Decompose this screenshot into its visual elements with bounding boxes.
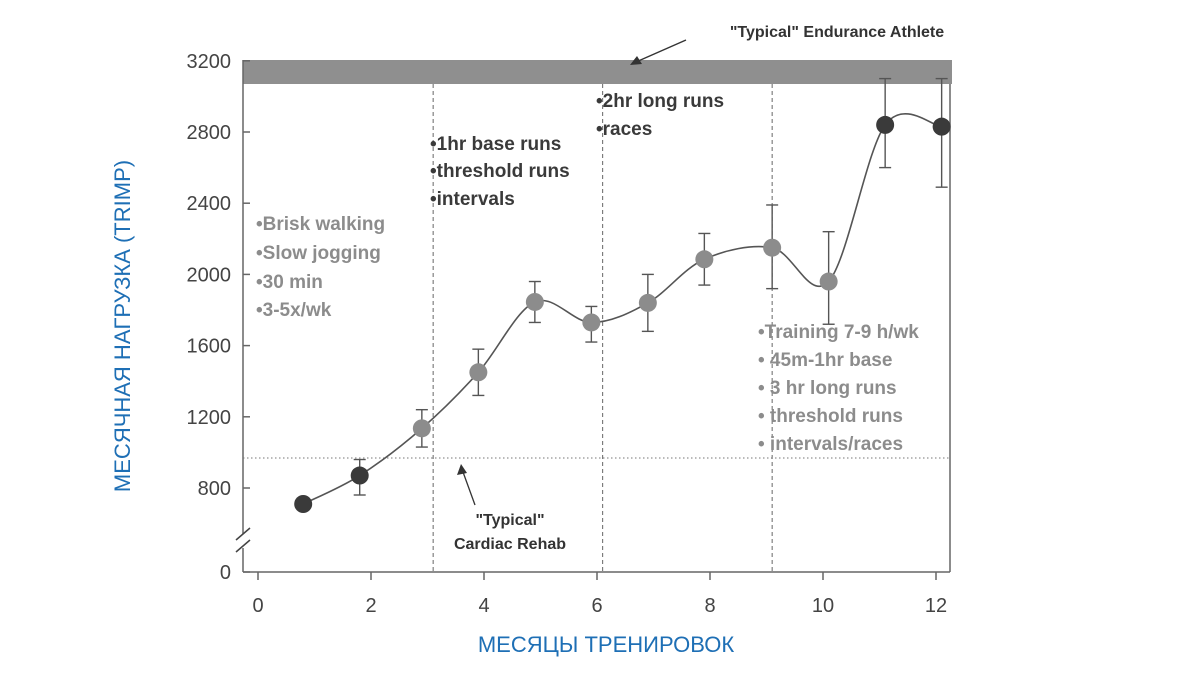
y-tick-label: 1600 [187,336,232,358]
annotation-phase-2: •1hr base runs •threshold runs •interval… [430,134,570,210]
y-tick-label: 2400 [187,193,232,215]
annotation-phase-4-line: •Training 7-9 h/wk [758,322,919,343]
x-tick-label: 8 [704,595,715,617]
data-point [350,466,369,485]
annotation-phase-2-line: •threshold runs [430,161,570,182]
endurance-athlete-label: "Typical" Endurance Athlete [730,24,944,41]
axis-break-mark-2 [235,539,251,553]
annotation-phase-1-line: •30 min [256,272,323,293]
data-point [525,292,544,311]
annotation-phase-4: •Training 7-9 h/wk • 45m-1hr base • 3 hr… [758,322,919,455]
annotation-phase-3-line: •2hr long runs [596,91,724,112]
x-tick-label: 12 [925,595,947,617]
endurance-athlete-band [243,60,952,84]
x-axis-label: МЕСЯЦЫ ТРЕНИРОВОК [478,632,734,657]
x-tick-label: 6 [591,595,602,617]
annotation-phase-4-line: • 3 hr long runs [758,378,897,399]
cardiac-rehab-arrow [462,471,476,506]
y-tick-label: 2000 [187,264,232,286]
endurance-athlete-arrow [635,39,687,63]
annotation-phase-4-line: • 45m-1hr base [758,350,892,371]
annotation-phase-2-line: •intervals [430,189,515,210]
data-point [582,313,601,332]
annotation-phase-1: •Brisk walking •Slow jogging •30 min •3-… [256,214,385,321]
data-point [932,117,951,136]
annotation-phase-2-line: •1hr base runs [430,134,561,155]
annotation-phase-4-line: • threshold runs [758,406,903,427]
cardiac-rehab-arrowhead [457,464,467,475]
data-point [638,293,657,312]
data-point [819,272,838,291]
y-tick-label: 0 [220,562,231,584]
annotation-phase-3: •2hr long runs •races [596,91,724,140]
endurance-athlete-arrowhead [630,56,642,65]
data-point [763,238,782,257]
x-tick-label: 10 [812,595,834,617]
data-point [876,115,895,134]
data-point [469,363,488,382]
x-tick-label: 4 [478,595,489,617]
x-tick-label: 2 [365,595,376,617]
data-point [412,419,431,438]
data-point [294,495,313,513]
annotation-phase-1-line: •3-5x/wk [256,300,332,321]
annotation-phase-1-line: •Brisk walking [256,214,385,235]
data-point [695,250,714,269]
y-tick-label: 3200 [187,51,232,73]
cardiac-rehab-label-line-2: Cardiac Rehab [454,536,566,553]
y-axis-label: МЕСЯЧНАЯ НАГРУЗКА (TRIMP) [110,160,135,492]
y-tick-label: 2800 [187,122,232,144]
cardiac-rehab-label-line-1: "Typical" [475,512,544,529]
x-tick-label: 0 [252,595,263,617]
annotation-phase-1-line: •Slow jogging [256,243,381,264]
axis-break-mark-1 [235,527,251,541]
annotation-phase-3-line: •races [596,119,652,140]
annotation-phase-4-line: • intervals/races [758,434,903,455]
y-tick-label: 800 [198,478,231,500]
y-tick-label: 1200 [187,407,232,429]
